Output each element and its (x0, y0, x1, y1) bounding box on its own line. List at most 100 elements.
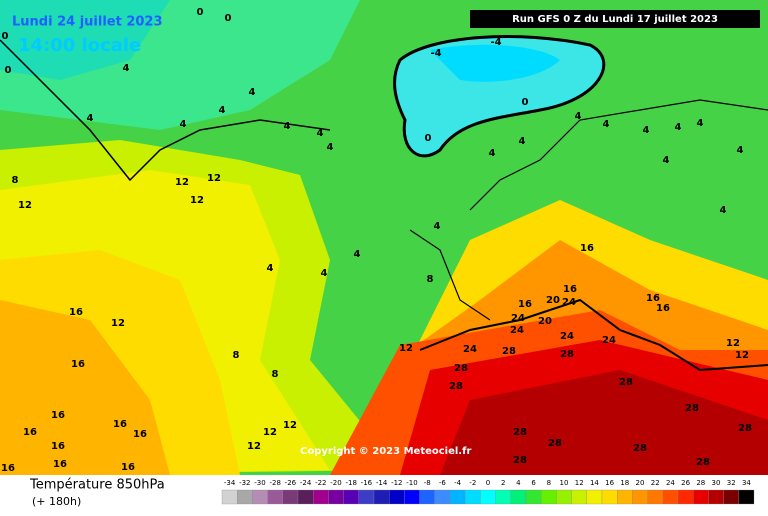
contour-label: 24 (463, 344, 477, 355)
contour-label: 4 (284, 121, 291, 132)
legend-tick-label: -10 (406, 479, 417, 487)
legend-tick-label: 18 (620, 479, 629, 487)
legend-swatch (237, 489, 253, 505)
contour-label: 4 (675, 122, 682, 133)
legend-swatch (252, 489, 268, 505)
contour-label: 24 (510, 325, 524, 336)
legend-swatch (358, 489, 375, 505)
contour-label: 8 (272, 369, 279, 380)
legend-tick-label: 4 (516, 479, 521, 487)
map-region (0, 0, 170, 80)
legend-tick-label: -24 (300, 479, 312, 487)
legend-swatch (617, 489, 633, 505)
contour-label: 28 (449, 381, 463, 392)
legend-swatch (297, 489, 314, 505)
contour-label: 0 (522, 97, 529, 108)
contour-label: 16 (53, 459, 67, 470)
contour-label: 24 (562, 297, 576, 308)
contour-label: 12 (735, 350, 749, 361)
legend-swatch (601, 489, 618, 505)
contour-label: 0 (2, 31, 9, 42)
contour-label: 28 (513, 455, 527, 466)
legend-swatch (434, 489, 451, 505)
legend-swatch (221, 489, 238, 505)
legend-tick-label: 26 (681, 479, 690, 487)
legend-swatch (647, 489, 663, 505)
legend-swatch (328, 489, 344, 505)
legend-tick-label: 12 (575, 479, 584, 487)
contour-label: 4 (434, 221, 441, 232)
legend-tick-label: -34 (224, 479, 236, 487)
contour-label: 16 (656, 303, 670, 314)
legend-tick-label: 6 (531, 479, 536, 487)
legend-tick-label: 0 (486, 479, 490, 487)
contour-label: 28 (696, 457, 710, 468)
contour-label: 28 (454, 363, 468, 374)
contour-label: 12 (726, 338, 740, 349)
legend-swatch (738, 489, 755, 505)
contour-label: 16 (51, 441, 65, 452)
contour-label: 12 (111, 318, 125, 329)
contour-label: 4 (123, 63, 130, 74)
legend-tick-label: -16 (361, 479, 373, 487)
legend-tick-label: -8 (424, 479, 431, 487)
valid-date: Lundi 24 juillet 2023 (12, 15, 163, 30)
legend-swatch (449, 489, 466, 505)
legend-tick-label: 16 (605, 479, 614, 487)
contour-label: 4 (219, 105, 226, 116)
contour-label: 28 (560, 349, 574, 360)
contour-label: 12 (175, 177, 189, 188)
contour-label: 16 (69, 307, 83, 318)
map-region (440, 370, 768, 475)
contour-label: 16 (563, 284, 577, 295)
legend-swatch (343, 489, 359, 505)
legend-tick-label: -2 (469, 479, 476, 487)
contour-label: 28 (513, 427, 527, 438)
legend-swatch (419, 489, 435, 505)
legend-swatch (541, 489, 557, 505)
legend-swatch (480, 489, 496, 505)
contour-label: -4 (490, 37, 501, 48)
contour-label: 4 (603, 119, 610, 130)
legend-swatch (632, 489, 648, 505)
legend-tick-label: 32 (727, 479, 736, 487)
contour-label: 4 (180, 119, 187, 130)
contour-label: 24 (602, 335, 616, 346)
contour-label: 16 (646, 293, 660, 304)
contour-label: -4 (430, 48, 441, 59)
legend-tick-label: 34 (742, 479, 751, 487)
legend-swatch (313, 489, 329, 505)
contour-label: 16 (51, 410, 65, 421)
legend-tick-label: 8 (547, 479, 551, 487)
contour-label: 28 (738, 423, 752, 434)
contour-label: 12 (190, 195, 204, 206)
legend-tick-label: -32 (239, 479, 250, 487)
legend-swatch (267, 489, 283, 505)
contour-label: 0 (225, 13, 232, 24)
contour-label: 8 (427, 274, 434, 285)
legend-swatch (495, 489, 511, 505)
legend-swatch (282, 489, 299, 505)
contour-label: 16 (580, 243, 594, 254)
legend-swatch (404, 489, 420, 505)
legend-tick-label: 2 (501, 479, 505, 487)
legend-lead: (+ 180h) (32, 495, 81, 508)
contour-label: 4 (489, 148, 496, 159)
contour-label: 4 (519, 136, 526, 147)
contour-label: 28 (502, 346, 516, 357)
legend-tick-label: 14 (590, 479, 599, 487)
contour-label: 16 (133, 429, 147, 440)
legend-swatch (693, 489, 709, 505)
legend-tick-label: 30 (712, 479, 721, 487)
contour-label: 4 (321, 268, 328, 279)
contour-label: 4 (249, 87, 256, 98)
legend-tick-label: 24 (666, 479, 675, 487)
cold-core (430, 44, 560, 82)
legend-title: Température 850hPa (29, 478, 165, 493)
contour-label: 4 (643, 125, 650, 136)
legend-tick-label: 10 (560, 479, 569, 487)
contour-label: 20 (538, 316, 552, 327)
contour-label: 4 (327, 142, 334, 153)
contour-label: 20 (546, 295, 560, 306)
